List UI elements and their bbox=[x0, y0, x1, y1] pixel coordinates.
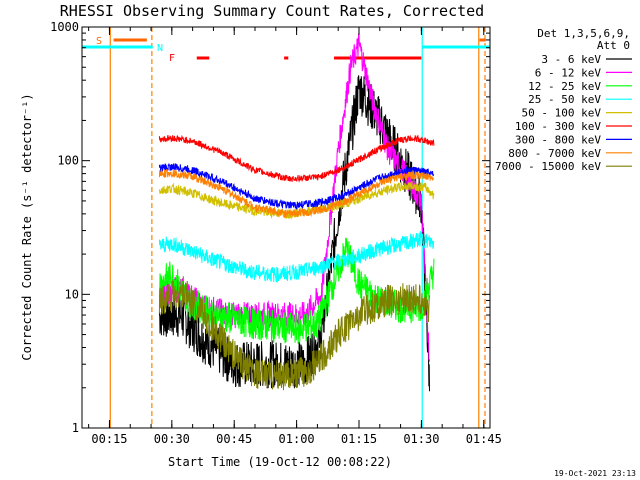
legend-label-3: 25 - 50 keV bbox=[528, 93, 601, 106]
annotation-s: S bbox=[96, 36, 102, 47]
x-tick-label-2: 00:45 bbox=[216, 432, 252, 446]
y-tick-label-3: 1000 bbox=[50, 20, 79, 34]
plot-frame bbox=[81, 26, 491, 429]
x-tick-label-6: 01:45 bbox=[466, 432, 502, 446]
x-tick-label-4: 01:15 bbox=[341, 432, 377, 446]
series-group bbox=[158, 33, 435, 392]
series-line-0 bbox=[158, 75, 430, 392]
series-line-7 bbox=[158, 168, 435, 219]
axes: 1 10 100 1000 00:15 00:30 00:45 01:00 01:15 01:30… bbox=[50, 20, 502, 446]
series-line-4 bbox=[158, 181, 435, 220]
legend-label-2: 12 - 25 keV bbox=[528, 80, 601, 93]
series-line-6 bbox=[158, 162, 435, 210]
series-line-5 bbox=[158, 134, 435, 183]
legend-label-1: 6 - 12 keV bbox=[535, 66, 602, 79]
y-tick-label-0: 1 bbox=[72, 421, 79, 435]
y-tick-label-2: 100 bbox=[57, 154, 79, 168]
legend-header-line-1: Det 1,3,5,6,9, bbox=[537, 27, 630, 40]
y-axis-label: Corrected Count Rate (s⁻¹ detector⁻¹) bbox=[20, 93, 34, 360]
legend-label-7: 800 - 7000 keV bbox=[508, 147, 601, 160]
legend-header-line-2: Att 0 bbox=[597, 39, 630, 52]
series-line-1 bbox=[158, 33, 430, 362]
legend-label-5: 100 - 300 keV bbox=[515, 120, 601, 133]
annotation-n: N bbox=[157, 43, 163, 54]
x-tick-label-1: 00:30 bbox=[154, 432, 190, 446]
y-tick-label-1: 10 bbox=[65, 287, 79, 301]
x-tick-label-5: 01:30 bbox=[403, 432, 439, 446]
x-tick-label-3: 01:00 bbox=[279, 432, 315, 446]
footer-timestamp: 19-Oct-2021 23:13 bbox=[554, 469, 636, 478]
plot-area: S NF bbox=[82, 27, 490, 428]
x-tick-label-0: 00:15 bbox=[91, 432, 127, 446]
legend-label-8: 7000 - 15000 keV bbox=[495, 160, 601, 173]
x-axis-label: Start Time (19-Oct-12 00:08:22) bbox=[168, 455, 392, 469]
series-line-8 bbox=[158, 276, 430, 391]
chart-title: RHESSI Observing Summary Count Rates, Co… bbox=[60, 2, 484, 20]
legend-label-4: 50 - 100 keV bbox=[522, 107, 602, 120]
series-line-3 bbox=[158, 231, 435, 283]
legend-label-0: 3 - 6 keV bbox=[541, 53, 601, 66]
legend-label-6: 300 - 800 keV bbox=[515, 133, 601, 146]
annotation-f: F bbox=[169, 53, 175, 64]
